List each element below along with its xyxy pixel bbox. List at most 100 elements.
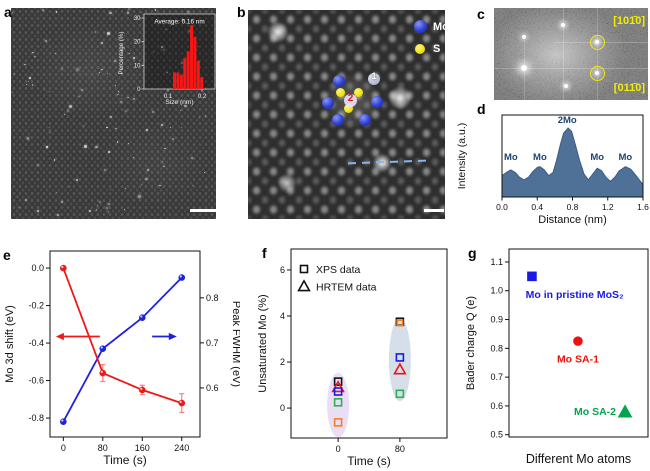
- y-tick-label-left: -0.2: [28, 301, 44, 311]
- point-label: Mo SA-1: [557, 354, 599, 366]
- data-point: [574, 337, 582, 345]
- bright-atom-spot: [389, 87, 411, 109]
- peak-label: Mo: [619, 152, 633, 163]
- bright-speck: [108, 211, 109, 212]
- unsaturated-mo-chart: 0 80 0 2 4 6 Time (s) Unsaturated Mo (%) XPS dat…: [255, 243, 460, 471]
- bright-speck: [95, 146, 97, 148]
- bright-speck: [37, 164, 39, 166]
- y-tick-label: 4: [280, 311, 285, 321]
- bright-atom-spot: [268, 22, 288, 42]
- bright-speck: [124, 209, 125, 210]
- mo-legend-icon: [414, 20, 427, 33]
- y-tick-label: 0.7: [490, 372, 503, 382]
- s-legend-icon: [415, 44, 425, 54]
- x-axis-label: Time (s): [347, 454, 391, 468]
- bright-speck: [170, 127, 171, 128]
- bright-speck: [205, 115, 207, 117]
- point-label: Mo SA-2: [574, 406, 616, 418]
- size-histogram-inset: 0.1 0.20102030 Average: 0.16 nmSize (nm)Pe…: [115, 12, 216, 106]
- inset-ytick: 0: [137, 87, 141, 93]
- hrtem-image-panel-b: 1 2 Mo S: [248, 10, 445, 219]
- mo-atom-marker: [332, 114, 344, 126]
- y-tick-label: 1.1: [490, 257, 503, 267]
- bright-speck: [110, 116, 112, 118]
- y-tick-label-left: -0.4: [28, 338, 44, 348]
- bright-speck: [49, 91, 50, 92]
- chart-svg: 0.0 0.4 0.8 1.2 1.6 Distance (nm) Intensity (a…: [455, 103, 650, 228]
- peak-label: Mo: [504, 152, 518, 163]
- point-label: Mo in pristine MoS₂: [526, 289, 624, 301]
- y-tick-label: 0.9: [490, 315, 503, 325]
- panel-e-label: e: [3, 247, 11, 263]
- bright-speck: [57, 214, 59, 216]
- inset-title: Average: 0.16 nm: [154, 19, 204, 26]
- bright-speck: [101, 42, 103, 44]
- y-tick-label-right: 0.6: [206, 383, 219, 393]
- bright-speck: [76, 68, 78, 70]
- y-tick-label: 6: [280, 265, 285, 275]
- group-ellipse: [389, 318, 411, 401]
- inset-xlabel: Size (nm): [165, 99, 193, 106]
- x-tick-label: 0.4: [531, 202, 543, 212]
- bright-speck: [84, 145, 87, 148]
- chart-svg: 0 800246Time (s)Unsaturated Mo (%)XPS dat…: [255, 243, 460, 471]
- legend-label: XPS data: [316, 264, 361, 276]
- bright-speck: [104, 169, 106, 171]
- y-tick-label-right: 0.7: [206, 338, 219, 348]
- spot-circle-0110: [590, 66, 605, 81]
- fft-annotation-0110: [011̄0]: [614, 82, 645, 94]
- histogram-bar: [197, 61, 200, 89]
- inset-ytick: 30: [134, 16, 141, 22]
- bright-speck: [56, 192, 57, 193]
- legend-item-s: S: [415, 43, 440, 55]
- site-2-label: 2: [344, 93, 357, 104]
- s-legend-label: S: [433, 43, 440, 55]
- bright-speck: [180, 110, 181, 111]
- bright-speck: [42, 9, 44, 11]
- data-point: [528, 272, 536, 280]
- histogram-bar: [190, 25, 193, 89]
- bright-speck: [76, 179, 78, 181]
- data-point: [299, 281, 310, 291]
- panel-c-label: c: [477, 6, 485, 22]
- bright-speck: [125, 110, 127, 112]
- peak-label: Mo: [533, 152, 547, 163]
- y-tick-label-right: 0.8: [206, 293, 219, 303]
- data-point: [301, 266, 308, 273]
- peak-label: Mo: [590, 152, 604, 163]
- bright-speck: [25, 199, 27, 201]
- bright-speck: [45, 40, 47, 42]
- y-axis-label-left: Mo 3d shift (eV): [4, 305, 16, 383]
- mo-atom-marker: [371, 96, 383, 108]
- y-axis-label-right: Peak FWHM (eV): [230, 301, 240, 387]
- mo-atom-marker: [333, 75, 345, 87]
- x-tick-label: 0: [336, 444, 341, 454]
- mo-atom-marker: [322, 97, 334, 109]
- chart-svg: 0.50.60.70.80.91.01.1Different Mo atomsB…: [462, 243, 650, 471]
- bright-speck: [117, 141, 118, 142]
- x-tick-label: 1.2: [602, 202, 614, 212]
- series-line: [63, 268, 181, 403]
- inset-ytick: 10: [134, 63, 141, 69]
- series-line: [63, 278, 181, 422]
- y-tick-label: 1.0: [490, 286, 503, 296]
- bright-speck: [61, 201, 63, 203]
- data-point: [139, 314, 146, 321]
- x-axis-label: Time (s): [103, 453, 147, 467]
- y-tick-label: 0.8: [490, 343, 503, 353]
- intensity-profile-chart: 0.0 0.4 0.8 1.2 1.6 Distance (nm) Intensity (a…: [455, 103, 650, 228]
- bright-speck: [67, 110, 69, 112]
- axis-box: [50, 251, 200, 437]
- data-point: [619, 406, 631, 417]
- site-1-label: 1: [368, 71, 380, 81]
- bright-speck: [69, 105, 72, 108]
- bright-speck: [37, 210, 39, 212]
- scale-bar: [424, 209, 444, 212]
- legend-item-mo: Mo: [414, 20, 445, 33]
- y-tick-label: 0.5: [490, 430, 503, 440]
- figure: a 0.1 0.2 0 10 20 30 Average: 0.16 nm Size (nm)…: [0, 0, 650, 471]
- axis-box: [291, 249, 447, 438]
- bright-speck: [109, 12, 111, 14]
- y-axis-label: Intensity (a.u.): [456, 123, 468, 190]
- data-point: [99, 345, 106, 352]
